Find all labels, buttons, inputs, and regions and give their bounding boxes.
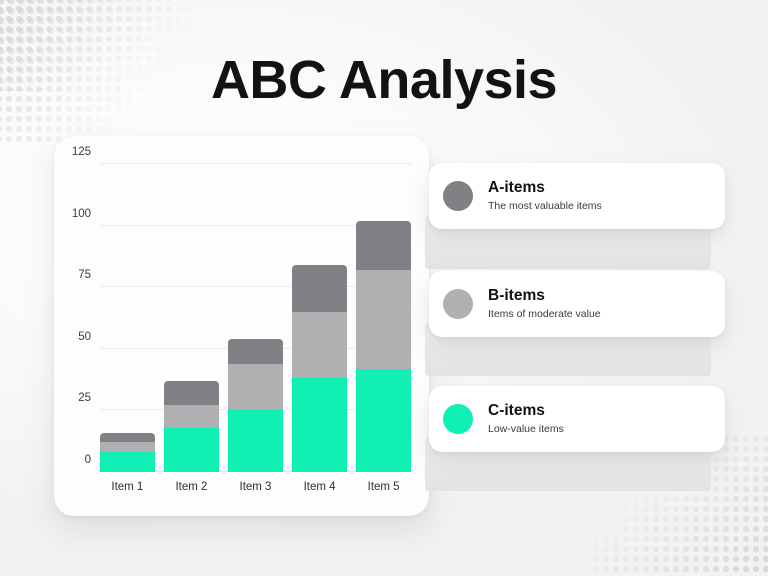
gridline: 125 (72, 146, 411, 164)
legend-text-b-items: B-items Items of moderate value (488, 286, 601, 321)
y-axis-tick-label: 25 (78, 392, 91, 405)
legend-card-b-items[interactable]: B-items Items of moderate value (429, 271, 725, 337)
x-axis-tick-label: Item 4 (303, 481, 336, 493)
bar-segment-b-items[interactable] (228, 363, 283, 411)
bar-segment-b-items[interactable] (292, 311, 347, 379)
page-title: ABC Analysis (210, 50, 558, 110)
bar-segment-a-items[interactable] (292, 265, 347, 312)
bar-column[interactable]: Item 5 (356, 164, 411, 493)
y-axis-tick-label: 50 (78, 330, 91, 343)
legend-description-b-items: Items of moderate value (488, 307, 601, 320)
y-axis-tick-label: 75 (78, 269, 91, 282)
bar-column[interactable]: Item 1 (100, 164, 155, 493)
x-axis-tick-label: Item 5 (367, 481, 400, 493)
x-axis-tick-label: Item 2 (175, 481, 208, 493)
legend-title-c-items: C-items (488, 402, 545, 420)
legend-title-b-items: B-items (488, 287, 545, 305)
legend-description-a-items: The most valuable items (488, 199, 602, 212)
circle-icon-c-items (443, 404, 473, 434)
bar-segment-b-items[interactable] (356, 269, 411, 369)
chart-bars: Item 1 Item 2 Item 3 Item 4 Item 5 (100, 164, 411, 493)
y-axis-tick-label: 0 (84, 454, 91, 466)
bar-segment-c-items[interactable] (356, 368, 411, 472)
bar-column[interactable]: Item 2 (164, 164, 219, 493)
bar-segment-b-items[interactable] (100, 442, 155, 453)
x-axis-tick-label: Item 1 (111, 481, 144, 493)
circle-icon-b-items (443, 289, 473, 319)
circle-icon-a-items (443, 181, 473, 211)
bar-segment-c-items[interactable] (100, 452, 155, 472)
bar-column[interactable]: Item 3 (228, 164, 283, 493)
bar-segment-c-items[interactable] (228, 410, 283, 472)
bar-segment-a-items[interactable] (100, 432, 155, 443)
x-axis-tick-label: Item 3 (239, 481, 272, 493)
bar-segment-a-items[interactable] (356, 220, 411, 270)
bar-segment-c-items[interactable] (292, 378, 347, 472)
bar-segment-b-items[interactable] (164, 405, 219, 428)
legend-card-a-items[interactable]: A-items The most valuable items (429, 163, 725, 229)
gridline: 100 (72, 208, 411, 226)
legend-card-c-items[interactable]: C-items Low-value items (429, 386, 725, 452)
bar-segment-c-items[interactable] (164, 427, 219, 472)
legend-description-c-items: Low-value items (488, 422, 564, 435)
chart-card: 0 25 50 75 100 125 Item 1 Item 2 Item 3 Item 4 It… (54, 136, 429, 516)
y-axis-tick-label: 125 (71, 146, 91, 158)
legend-text-c-items: C-items Low-value items (488, 401, 564, 436)
bar-segment-a-items[interactable] (228, 338, 283, 364)
bar-column[interactable]: Item 4 (292, 164, 347, 493)
y-axis-tick-label: 100 (71, 207, 91, 220)
legend-text-a-items: A-items The most valuable items (488, 178, 602, 213)
chart-plot-area: 0 25 50 75 100 125 Item 1 Item 2 Item 3 Item 4 It… (72, 146, 411, 493)
legend-title-a-items: A-items (488, 179, 545, 197)
bar-segment-a-items[interactable] (164, 380, 219, 406)
gridline: 75 (78, 269, 411, 288)
